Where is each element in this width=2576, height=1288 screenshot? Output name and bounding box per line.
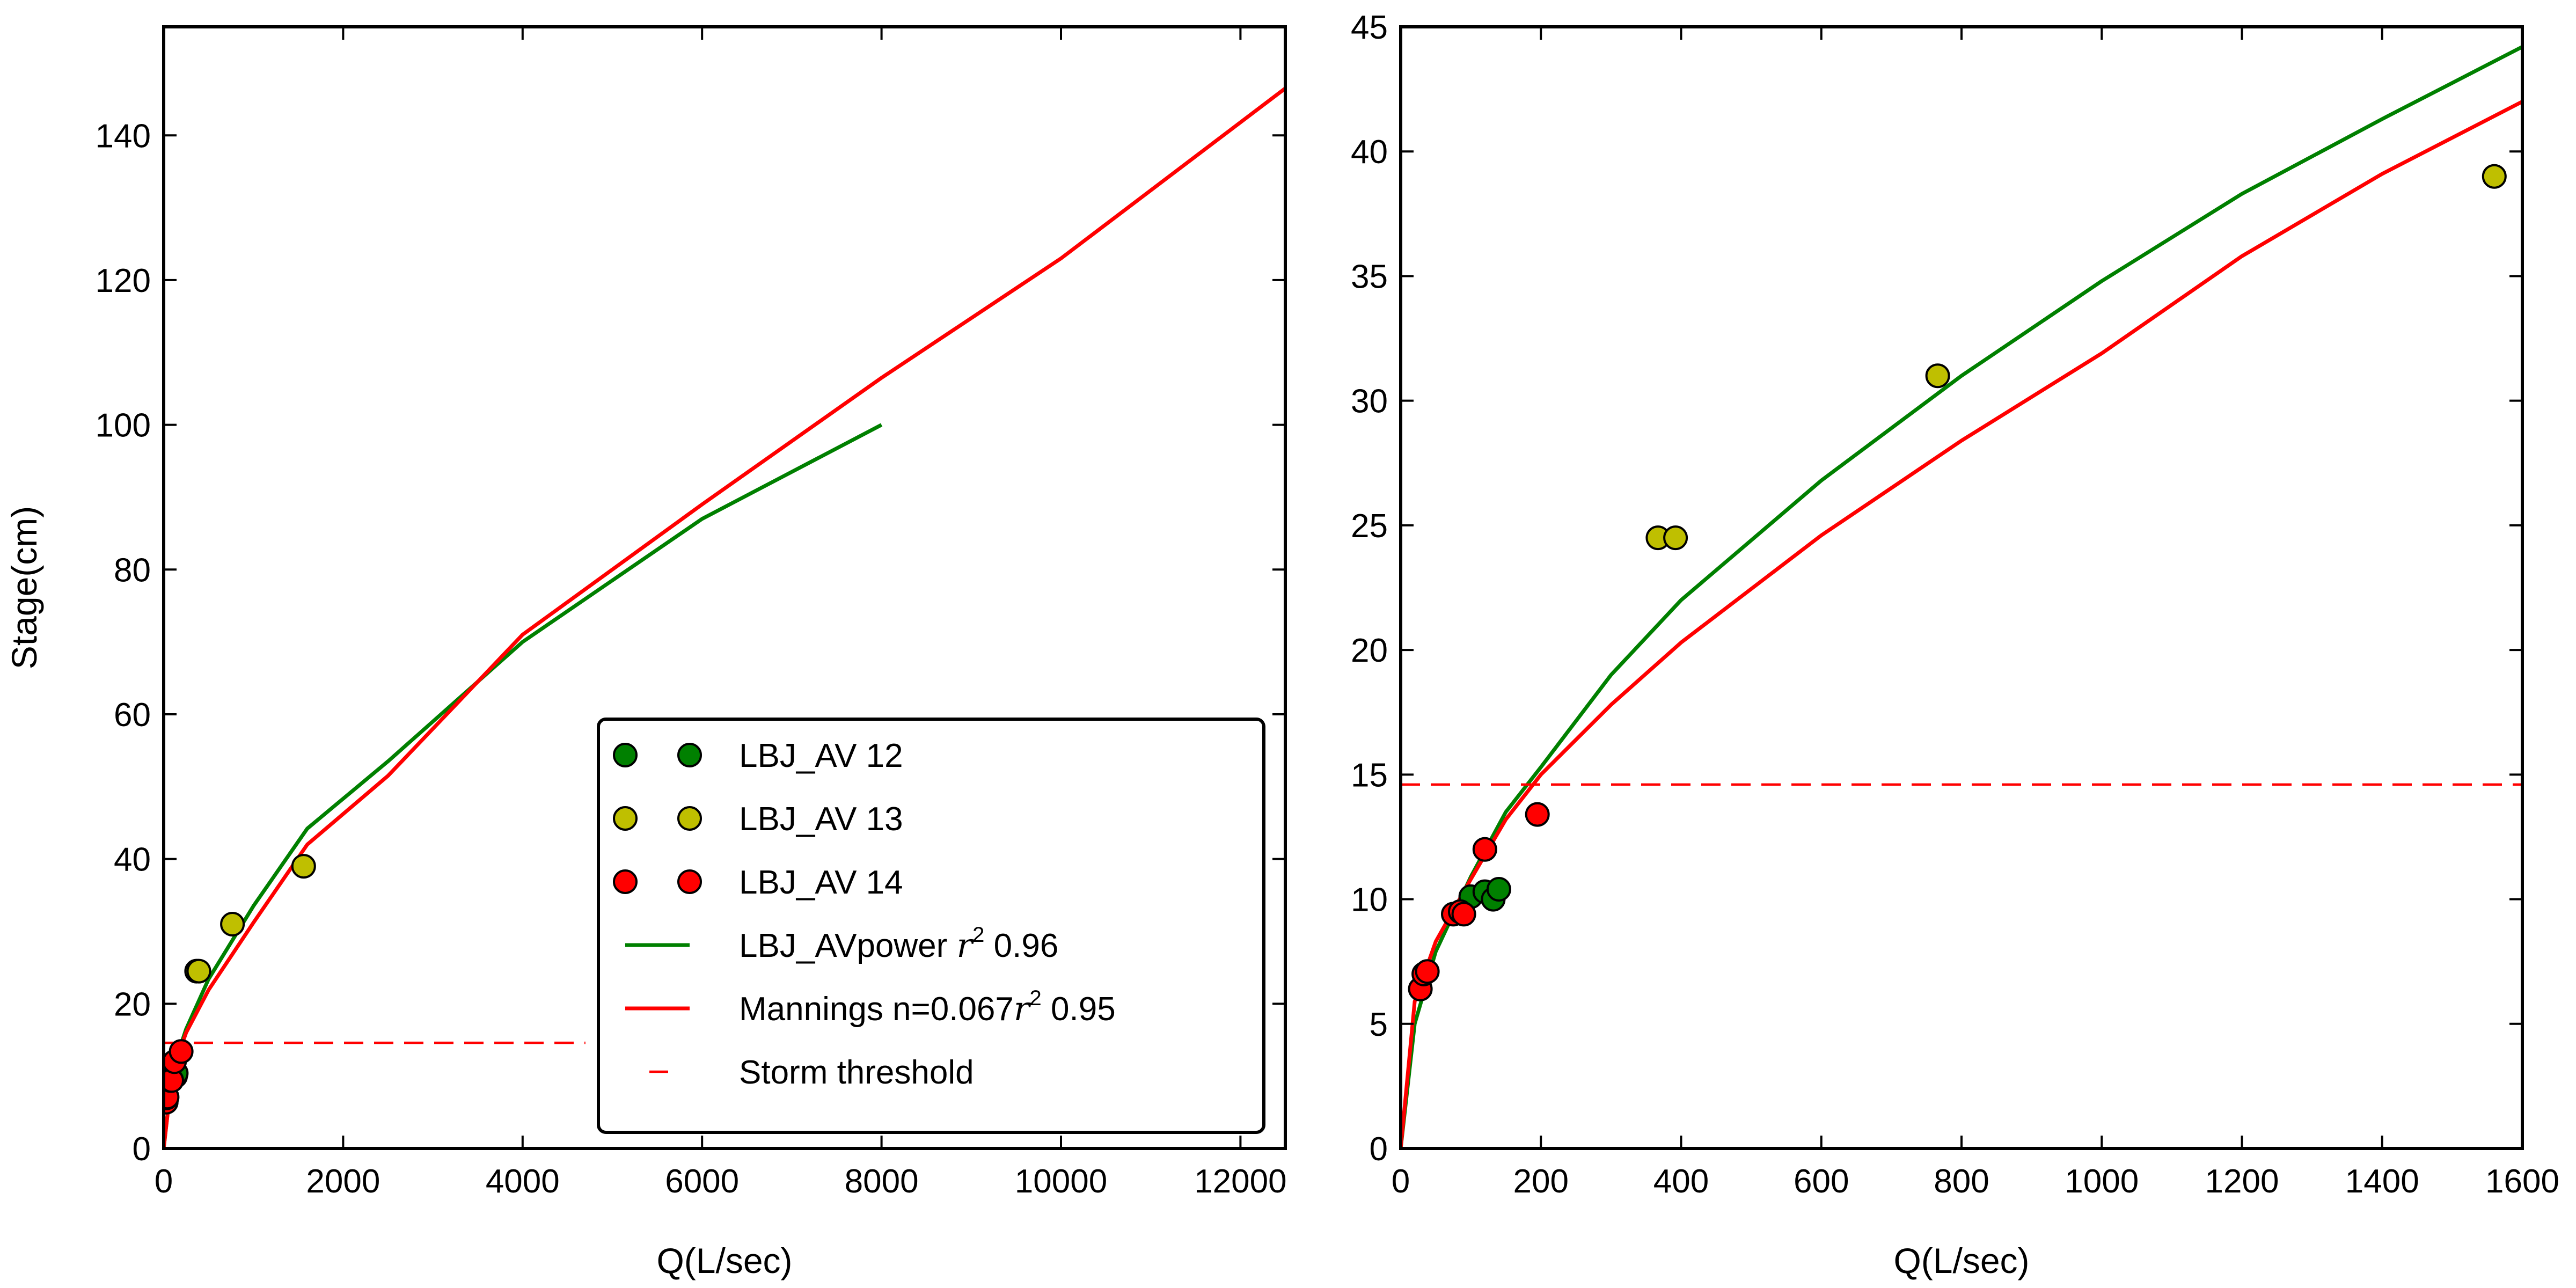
y-tick-label: 30: [1351, 383, 1388, 420]
legend-entry-lbj-avpower: LBJ_AVpower r2 0.96: [625, 923, 1058, 965]
x-tick-label: 12000: [1194, 1163, 1286, 1200]
legend-marker: [613, 806, 638, 831]
r-squared-symbol: r: [1014, 989, 1031, 1028]
plot-area: [1401, 45, 2522, 1148]
series-line-lbj-avpower: [1401, 45, 2522, 1148]
legend-entry-lbj-av-13: LBJ_AV 13: [613, 801, 903, 838]
x-tick-label: 1400: [2345, 1163, 2419, 1200]
legend-label: LBJ_AV 13: [739, 801, 903, 838]
y-tick-label: 25: [1351, 508, 1388, 545]
legend-marker: [677, 806, 702, 831]
x-tick-label: 1000: [2065, 1163, 2139, 1200]
x-tick-label: 4000: [486, 1163, 560, 1200]
data-point-lbj-av-14: [1415, 959, 1440, 984]
r-squared-symbol: r: [957, 926, 975, 965]
legend-box: [597, 718, 1265, 1134]
x-axis-label: Q(L/sec): [656, 1241, 792, 1280]
plot-area: [164, 86, 1285, 1148]
legend-marker: [613, 743, 638, 767]
y-tick-label: 40: [1351, 134, 1388, 171]
y-tick-label: 100: [96, 407, 151, 444]
legend-label-main: LBJ_AVpower: [739, 927, 957, 964]
right-chart-panel: 0 200 400 600 800 1000 1200 1400 1600 0 5 10 15 20 25 3…: [1351, 9, 2559, 1280]
data-point-lbj-av-13: [1925, 363, 1950, 389]
legend-entry-lbj-av-14: LBJ_AV 14: [613, 864, 903, 901]
legend-entry-lbj-av-12: LBJ_AV 12: [613, 737, 903, 774]
x-tick-label: 400: [1653, 1163, 1709, 1200]
legend-label-main: LBJ_AV 12: [739, 737, 903, 774]
legend-label: LBJ_AV 12: [739, 737, 903, 774]
y-tick-label: 20: [114, 986, 151, 1023]
x-tick-label: 0: [1392, 1163, 1410, 1200]
y-tick-label: 45: [1351, 9, 1388, 46]
legend-label: LBJ_AV 14: [739, 864, 903, 901]
y-tick-label: 60: [114, 697, 151, 734]
x-tick-label: 1600: [2485, 1163, 2559, 1200]
y-tick-label: 40: [114, 841, 151, 879]
data-point-lbj-av-13: [186, 958, 211, 984]
legend-label: LBJ_AVpower r2 0.96: [739, 923, 1058, 965]
y-tick-label: 20: [1351, 632, 1388, 669]
legend: LBJ_AV 12 LBJ_AV 13 LBJ_AV 14 LBJ_AVpower r…: [597, 718, 1265, 1134]
data-point-lbj-av-14: [1472, 837, 1497, 862]
legend-label-main: Mannings n=0.067: [739, 991, 1014, 1028]
plot-frame: [162, 25, 1287, 1150]
r-squared-exponent: 2: [972, 923, 984, 947]
y-tick-label: 80: [114, 552, 151, 589]
x-axis-label: Q(L/sec): [1893, 1241, 2029, 1280]
r-squared-exponent: 2: [1030, 986, 1042, 1010]
y-tick-label: 5: [1370, 1006, 1388, 1043]
data-point-lbj-av-13: [220, 912, 245, 936]
data-point-lbj-av-14: [1525, 802, 1550, 827]
legend-marker: [677, 743, 702, 767]
x-tick-label: 600: [1794, 1163, 1849, 1200]
x-tick-label: 200: [1513, 1163, 1569, 1200]
legend-label-main: LBJ_AV 14: [739, 864, 903, 901]
legend-label: Storm threshold: [739, 1054, 974, 1091]
left-chart-panel: 0 2000 4000 6000 8000 10000 12000 0 20 40 60 80 100 1…: [4, 25, 1287, 1280]
legend-entry-storm-threshold: Storm threshold: [649, 1054, 974, 1091]
series-line-mannings-n-0-067: [1401, 100, 2522, 1148]
data-point-lbj-av-12: [1486, 877, 1511, 902]
plot-frame: [1399, 25, 2524, 1150]
y-tick-label: 120: [96, 262, 151, 299]
legend-marker: [677, 869, 702, 894]
legend-label-main: Storm threshold: [739, 1054, 974, 1091]
data-point-lbj-av-13: [1663, 525, 1688, 551]
legend-label-main: LBJ_AV 13: [739, 801, 903, 838]
x-tick-label: 1200: [2205, 1163, 2279, 1200]
data-point-lbj-av-13: [291, 854, 316, 879]
y-axis-label: Stage(cm): [4, 506, 44, 669]
legend-entry-mannings-n-0-067: Mannings n=0.067r2 0.95: [625, 986, 1116, 1028]
data-point-lbj-av-13: [2482, 164, 2507, 189]
legend-label-tail: 0.95: [1042, 991, 1116, 1028]
legend-marker: [613, 869, 638, 894]
data-point-lbj-av-14: [1451, 902, 1476, 927]
y-tick-label: 0: [1370, 1131, 1388, 1168]
x-tick-label: 6000: [665, 1163, 739, 1200]
data-point-lbj-av-14: [169, 1039, 194, 1064]
legend-label-tail: 0.96: [984, 927, 1058, 964]
x-tick-label: 8000: [845, 1163, 919, 1200]
y-tick-label: 15: [1351, 757, 1388, 794]
x-tick-label: 0: [155, 1163, 173, 1200]
y-tick-label: 0: [133, 1131, 151, 1168]
y-tick-label: 140: [96, 118, 151, 155]
y-tick-label: 35: [1351, 258, 1388, 295]
y-tick-label: 10: [1351, 882, 1388, 919]
x-tick-label: 800: [1934, 1163, 1989, 1200]
x-tick-label: 10000: [1015, 1163, 1107, 1200]
legend-label: Mannings n=0.067r2 0.95: [739, 986, 1116, 1028]
series-line-mannings-n-0-067: [164, 86, 1285, 1148]
x-tick-label: 2000: [306, 1163, 380, 1200]
